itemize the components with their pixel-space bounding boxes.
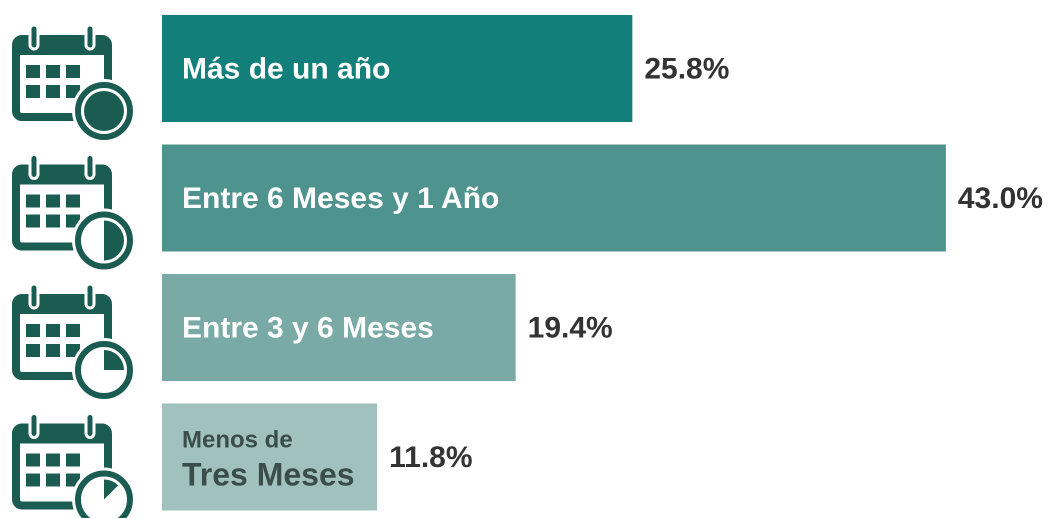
calendar-cell bbox=[46, 85, 60, 98]
calendar-cell bbox=[66, 194, 80, 208]
calendar-ring bbox=[28, 23, 40, 51]
bar-label: Más de un año bbox=[182, 52, 390, 85]
value-label: 11.8% bbox=[389, 441, 472, 474]
calendar-cell bbox=[66, 324, 80, 337]
calendar-ring bbox=[28, 153, 40, 180]
calendar-cell bbox=[46, 324, 60, 337]
calendar-cell bbox=[46, 214, 60, 228]
calendar-cell bbox=[46, 473, 60, 487]
bar bbox=[162, 274, 516, 381]
calendar-ring bbox=[84, 23, 96, 51]
bar-label: Menos de bbox=[182, 426, 293, 453]
clock-fill bbox=[104, 350, 124, 370]
calendar-cell bbox=[26, 194, 40, 208]
clock-fill bbox=[104, 479, 119, 500]
calendar-cell bbox=[46, 453, 60, 467]
calendar-cell bbox=[46, 344, 60, 357]
calendar-cell bbox=[26, 324, 40, 337]
calendar-icon bbox=[12, 23, 136, 143]
calendar-cell bbox=[46, 194, 60, 208]
calendar-cell bbox=[26, 214, 40, 228]
value-label: 43.0% bbox=[958, 182, 1043, 215]
calendar-cell bbox=[26, 344, 40, 357]
calendar-cell bbox=[26, 473, 40, 487]
bar-label: Entre 6 Meses y 1 Año bbox=[182, 182, 499, 215]
bar bbox=[162, 403, 378, 511]
value-label: 25.8% bbox=[644, 52, 729, 85]
bar bbox=[162, 144, 946, 252]
calendar-ring bbox=[28, 412, 40, 439]
calendar-ring bbox=[84, 412, 96, 439]
calendar-ring bbox=[28, 282, 40, 310]
calendar-icon bbox=[12, 282, 136, 402]
calendar-icon bbox=[12, 153, 136, 273]
calendar-icon bbox=[12, 412, 136, 518]
clock-fill bbox=[104, 220, 124, 261]
calendar-ring bbox=[84, 153, 96, 180]
bar-label: Entre 3 y 6 Meses bbox=[182, 311, 434, 344]
bar-label: Tres Meses bbox=[182, 456, 355, 492]
calendar-cell bbox=[66, 453, 80, 467]
calendar-cell bbox=[46, 65, 60, 78]
calendar-cell bbox=[26, 453, 40, 467]
calendar-ring bbox=[84, 282, 96, 310]
calendar-cell bbox=[26, 85, 40, 98]
bar bbox=[162, 15, 633, 122]
calendar-cell bbox=[26, 65, 40, 78]
value-label: 19.4% bbox=[528, 311, 613, 344]
calendar-cell bbox=[66, 65, 80, 78]
clock-fill bbox=[84, 91, 124, 131]
